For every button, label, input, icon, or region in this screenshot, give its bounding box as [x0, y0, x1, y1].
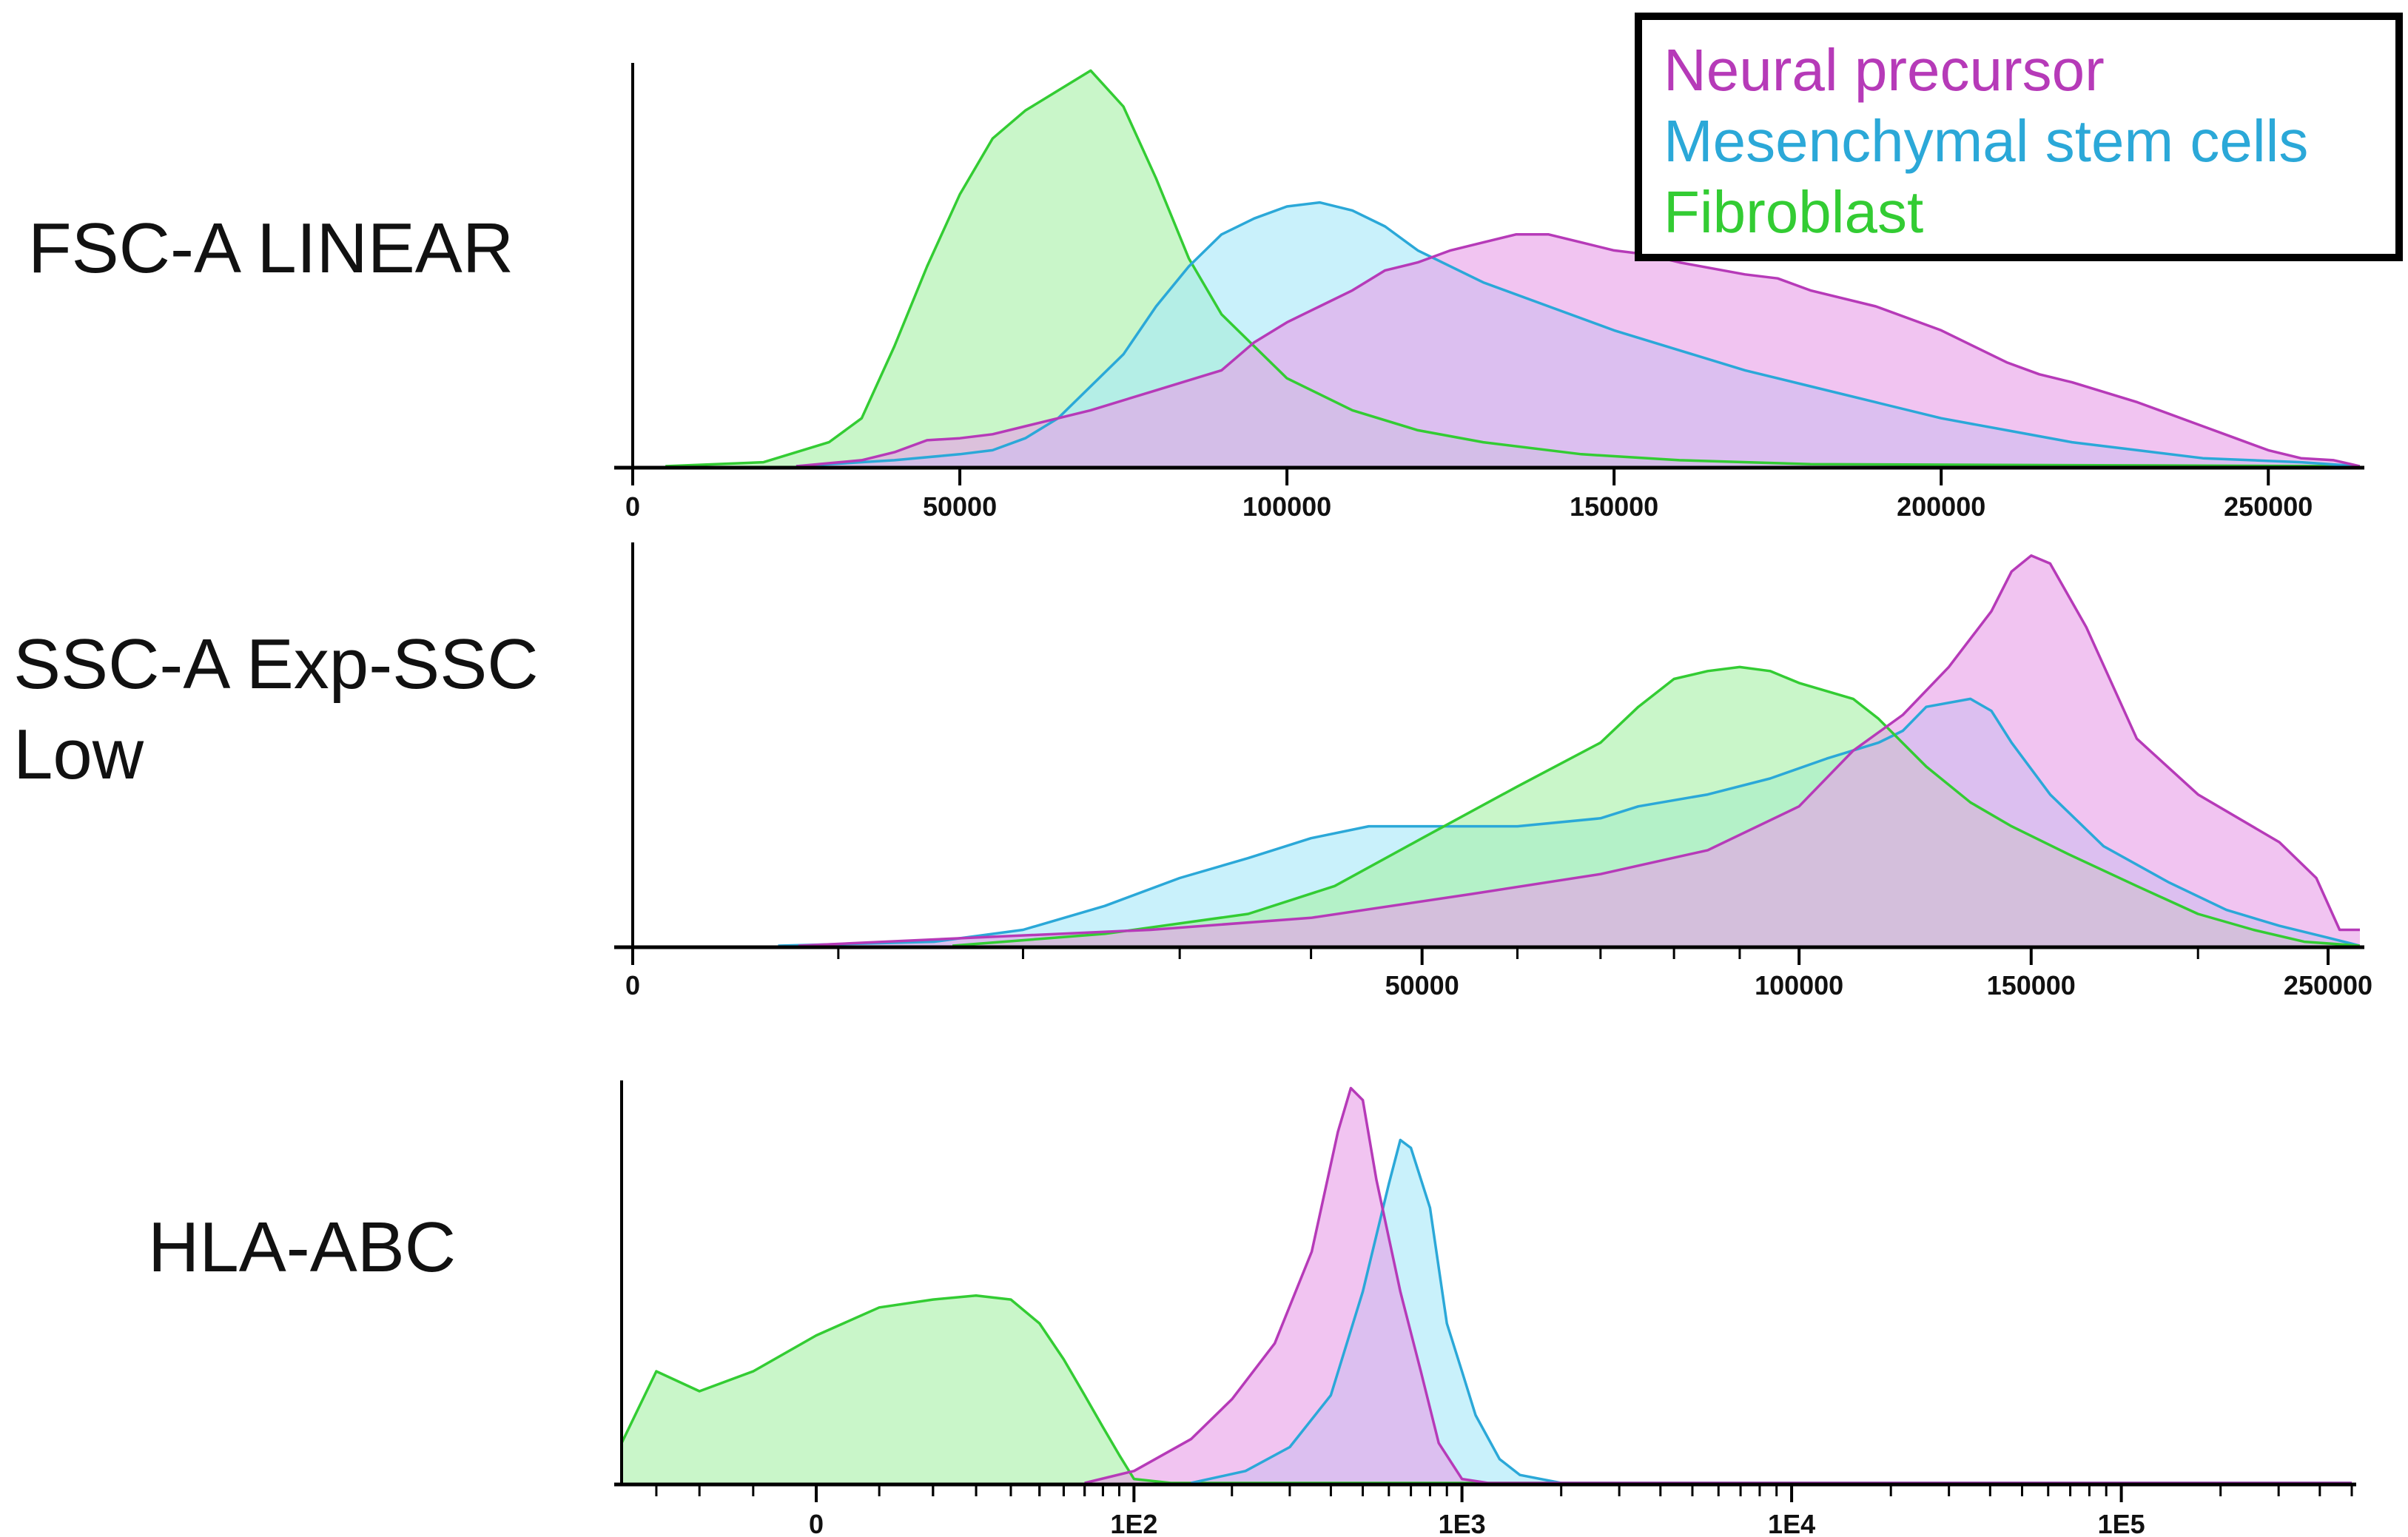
tick-label: 250000	[2224, 491, 2313, 522]
line-neural-precursor	[796, 233, 2360, 466]
legend-box	[1635, 13, 2403, 261]
histogram-ssc: 0 50000 100000 150000 250000	[614, 542, 2372, 1000]
tick-label: 1E2	[1110, 1509, 1157, 1537]
line-mesenchymal-stem-cells	[778, 697, 2360, 947]
tick-label: 1E4	[1768, 1509, 1815, 1537]
area-neural-precursor	[796, 234, 2360, 466]
line-fibroblast	[665, 69, 2360, 466]
legend-item-mesenchymal-stem-cells: Mesenchymal stem cells	[1664, 108, 2308, 174]
area-fibroblast	[665, 70, 2360, 466]
tick-label: 0	[625, 970, 640, 1000]
tick-label: 150000	[1987, 970, 2076, 1000]
area-fibroblast	[622, 1295, 2352, 1483]
tick-label: 250000	[2284, 970, 2372, 1000]
tick-label: 100000	[1755, 970, 1843, 1000]
tick-label: 50000	[1385, 970, 1459, 1000]
area-neural-precursor	[1084, 1088, 2352, 1483]
row-label-ssc-line2: Low	[13, 715, 144, 794]
histogram-hla-abc: 0 1E2 1E3 1E4 1E5	[614, 1080, 2356, 1537]
tick-label: 200000	[1897, 491, 1985, 522]
line-fibroblast	[952, 665, 2360, 947]
tick-label: 0	[625, 491, 640, 522]
histogram-fsc: 0 50000 100000 150000 200000 250000	[614, 63, 2364, 522]
row-label-hla: HLA-ABC	[148, 1208, 456, 1287]
tick-label: 1E5	[2098, 1509, 2145, 1537]
row-label-ssc: SSC-A Exp-SSC Low	[13, 625, 558, 794]
tick-label: 50000	[923, 491, 997, 522]
line-fibroblast	[622, 1294, 2352, 1484]
tick-label: 100000	[1242, 491, 1331, 522]
area-neural-precursor	[798, 555, 2360, 946]
legend-item-neural-precursor: Neural precursor	[1664, 37, 2105, 103]
row-label-fsc: FSC-A LINEAR	[28, 209, 514, 288]
tick-label: 150000	[1570, 491, 1658, 522]
row-label-ssc-line1: SSC-A Exp-SSC	[13, 625, 539, 704]
tick-label: 0	[809, 1509, 824, 1537]
line-neural-precursor	[1084, 1086, 2352, 1484]
line-mesenchymal-stem-cells	[1191, 1138, 2352, 1484]
line-neural-precursor	[798, 554, 2360, 947]
legend-item-fibroblast: Fibroblast	[1664, 179, 1923, 245]
tick-label: 1E3	[1439, 1509, 1486, 1537]
legend: Neural precursor Mesenchymal stem cells …	[1635, 13, 2403, 261]
